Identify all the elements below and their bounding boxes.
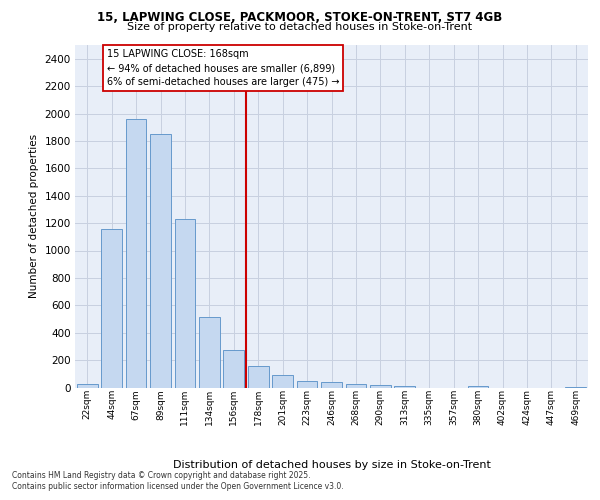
- Bar: [467, 386, 488, 388]
- Y-axis label: Number of detached properties: Number of detached properties: [29, 134, 39, 298]
- Bar: [77, 384, 98, 388]
- Text: Contains public sector information licensed under the Open Government Licence v3: Contains public sector information licen…: [12, 482, 344, 491]
- X-axis label: Distribution of detached houses by size in Stoke-on-Trent: Distribution of detached houses by size …: [173, 460, 490, 470]
- Bar: [175, 219, 196, 388]
- Bar: [394, 386, 415, 388]
- Bar: [370, 385, 391, 388]
- Text: 15 LAPWING CLOSE: 168sqm
← 94% of detached houses are smaller (6,899)
6% of semi: 15 LAPWING CLOSE: 168sqm ← 94% of detach…: [107, 49, 339, 87]
- Text: 15, LAPWING CLOSE, PACKMOOR, STOKE-ON-TRENT, ST7 4GB: 15, LAPWING CLOSE, PACKMOOR, STOKE-ON-TR…: [97, 11, 503, 24]
- Bar: [346, 384, 367, 388]
- Bar: [296, 381, 317, 388]
- Bar: [321, 382, 342, 388]
- Bar: [223, 350, 244, 388]
- Text: Size of property relative to detached houses in Stoke-on-Trent: Size of property relative to detached ho…: [127, 22, 473, 32]
- Bar: [125, 119, 146, 388]
- Bar: [199, 317, 220, 388]
- Bar: [565, 387, 586, 388]
- Bar: [101, 228, 122, 388]
- Text: Contains HM Land Registry data © Crown copyright and database right 2025.: Contains HM Land Registry data © Crown c…: [12, 471, 311, 480]
- Bar: [272, 375, 293, 388]
- Bar: [248, 366, 269, 388]
- Bar: [150, 134, 171, 388]
